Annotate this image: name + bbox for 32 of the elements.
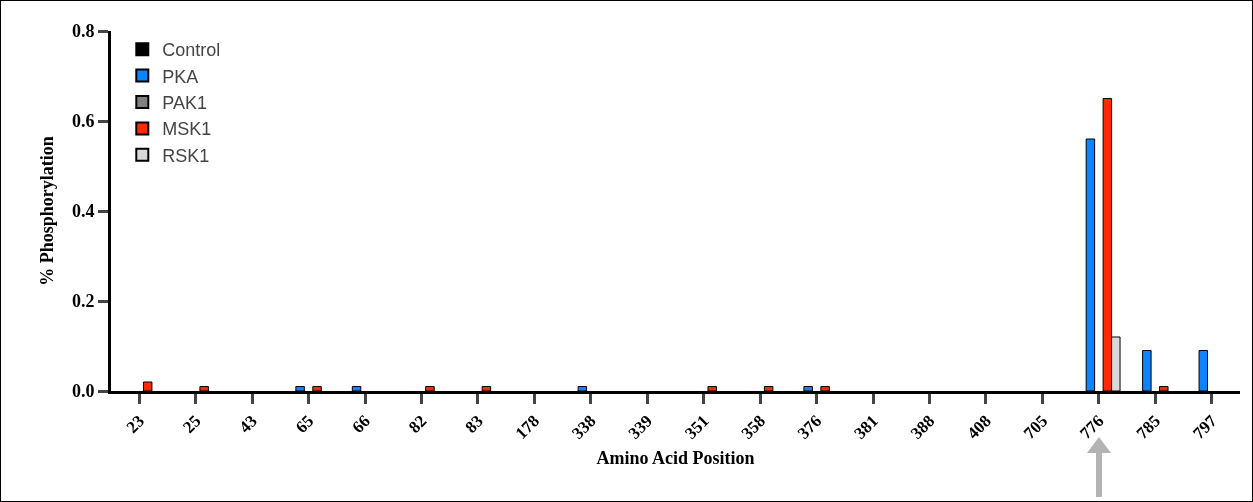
- y-tick-label: 0.2: [71, 291, 95, 312]
- x-tick-label: 376: [794, 411, 826, 443]
- legend-label: PKA: [162, 66, 199, 87]
- x-tick-label: 408: [963, 411, 995, 443]
- x-tick-label: 339: [624, 411, 657, 443]
- legend-label: PAK1: [162, 93, 207, 114]
- x-tick-label: 65: [291, 411, 318, 437]
- x-tick-label: 388: [906, 411, 939, 443]
- y-tick-label: 0.8: [71, 21, 95, 42]
- x-tick-label: 23: [122, 411, 149, 437]
- x-axis-title: Amino Acid Position: [596, 447, 755, 468]
- legend-label: Control: [162, 40, 221, 61]
- y-axis-title: % Phosphorylation: [37, 136, 58, 286]
- y-tick-label: 0.4: [71, 201, 95, 222]
- x-tick-label: 66: [348, 411, 374, 437]
- legend-label: RSK1: [162, 145, 210, 166]
- y-tick-label: 0.6: [71, 111, 95, 132]
- x-tick-label: 43: [235, 411, 261, 437]
- x-tick-label: 705: [1019, 411, 1052, 443]
- x-tick-label: 25: [179, 411, 205, 437]
- x-tick-label: 338: [568, 411, 600, 443]
- legend-label: MSK1: [162, 119, 212, 140]
- x-tick-label: 381: [850, 411, 882, 443]
- x-tick-label: 351: [681, 411, 713, 443]
- y-tick-label: 0.0: [71, 381, 95, 402]
- x-tick-label: 83: [461, 411, 487, 437]
- x-tick-label: 82: [404, 411, 431, 437]
- x-tick-label: 797: [1189, 410, 1221, 443]
- x-tick-label: 785: [1132, 411, 1165, 443]
- x-tick-label: 358: [737, 411, 770, 443]
- x-tick-label: 178: [511, 411, 544, 443]
- x-tick-label: 776: [1076, 411, 1108, 443]
